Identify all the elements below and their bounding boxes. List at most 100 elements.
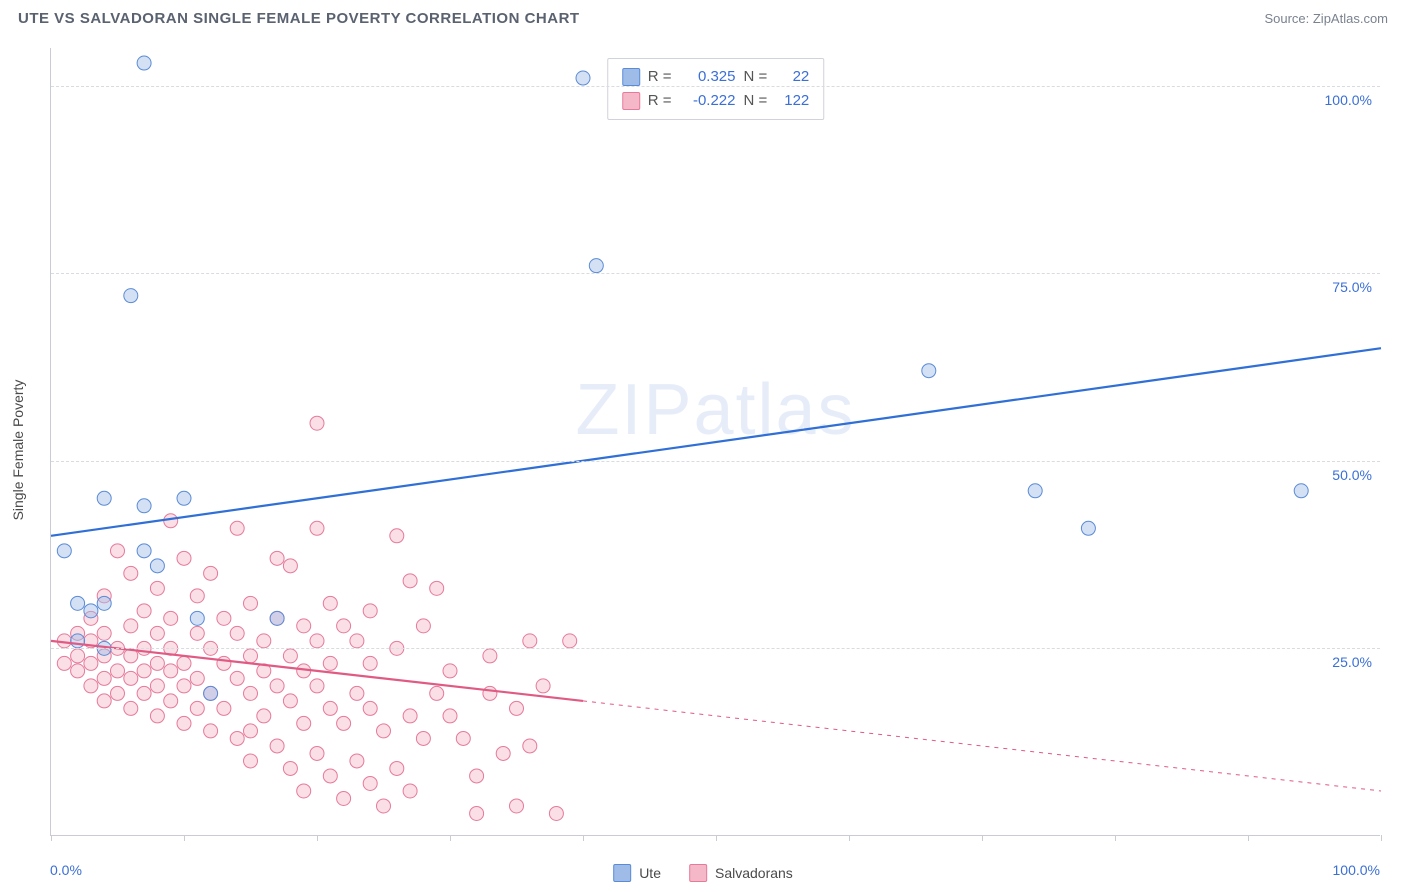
ute-legend-label: Ute bbox=[639, 865, 661, 881]
salvadorans-point bbox=[150, 656, 164, 670]
x-tick bbox=[51, 835, 52, 841]
ute-point bbox=[589, 259, 603, 273]
salvadorans-point bbox=[124, 566, 138, 580]
x-tick bbox=[450, 835, 451, 841]
salvadorans-point bbox=[403, 784, 417, 798]
salvadorans-point bbox=[310, 746, 324, 760]
x-tick bbox=[1115, 835, 1116, 841]
salvadorans-point bbox=[244, 596, 258, 610]
chart-container: Single Female Poverty ZIPatlas R =0.325N… bbox=[50, 48, 1380, 836]
salvadorans-point bbox=[164, 611, 178, 625]
salvadorans-point bbox=[97, 694, 111, 708]
y-axis-label: Single Female Poverty bbox=[10, 380, 26, 521]
salvadorans-point bbox=[403, 574, 417, 588]
salvadorans-point bbox=[124, 701, 138, 715]
ute-point bbox=[190, 611, 204, 625]
salvadorans-point bbox=[137, 686, 151, 700]
salvadorans-point bbox=[177, 679, 191, 693]
salvadorans-point bbox=[443, 709, 457, 723]
salvadorans-point bbox=[470, 769, 484, 783]
salvadorans-point bbox=[177, 551, 191, 565]
salvadorans-point bbox=[137, 604, 151, 618]
salvadorans-point bbox=[164, 514, 178, 528]
salvadorans-point bbox=[377, 799, 391, 813]
gridline bbox=[51, 648, 1380, 649]
y-tick-label: 75.0% bbox=[1332, 279, 1372, 295]
salvadorans-point bbox=[137, 664, 151, 678]
salvadorans-point bbox=[71, 649, 85, 663]
x-tick bbox=[716, 835, 717, 841]
salvadorans-point bbox=[430, 686, 444, 700]
ute-legend-swatch bbox=[613, 864, 631, 882]
salvadorans-point bbox=[337, 791, 351, 805]
legend-item-ute: Ute bbox=[613, 864, 661, 882]
salvadorans-point bbox=[443, 664, 457, 678]
salvadorans-point bbox=[510, 799, 524, 813]
salvadorans-point bbox=[71, 664, 85, 678]
salvadorans-point bbox=[190, 589, 204, 603]
salvadorans-point bbox=[323, 656, 337, 670]
x-tick bbox=[184, 835, 185, 841]
salvadorans-point bbox=[350, 634, 364, 648]
salvadorans-point bbox=[270, 551, 284, 565]
salvadorans-point bbox=[217, 611, 231, 625]
salvadorans-point bbox=[536, 679, 550, 693]
ute-point bbox=[576, 71, 590, 85]
salvadorans-point bbox=[283, 649, 297, 663]
salvadorans-legend-label: Salvadorans bbox=[715, 865, 793, 881]
ute-point bbox=[204, 686, 218, 700]
salvadorans-point bbox=[323, 769, 337, 783]
ute-swatch bbox=[622, 68, 640, 86]
salvadorans-point bbox=[430, 581, 444, 595]
salvadorans-point bbox=[310, 416, 324, 430]
salvadorans-point bbox=[563, 634, 577, 648]
salvadorans-point bbox=[283, 761, 297, 775]
ute-point bbox=[71, 596, 85, 610]
ute-point bbox=[1028, 484, 1042, 498]
salvadorans-legend-swatch bbox=[689, 864, 707, 882]
ute-point bbox=[71, 634, 85, 648]
y-tick-label: 100.0% bbox=[1325, 92, 1372, 108]
salvadorans-point bbox=[190, 626, 204, 640]
scatter-plot-svg bbox=[51, 48, 1380, 835]
salvadorans-point bbox=[470, 806, 484, 820]
salvadorans-point bbox=[84, 656, 98, 670]
salvadorans-point bbox=[230, 626, 244, 640]
salvadorans-point bbox=[283, 559, 297, 573]
salvadorans-point bbox=[111, 686, 125, 700]
ute-point bbox=[137, 499, 151, 513]
salvadorans-point bbox=[150, 709, 164, 723]
salvadorans-point bbox=[190, 671, 204, 685]
salvadorans-point bbox=[97, 626, 111, 640]
legend-stat-row-salvadorans: R =-0.222N =122 bbox=[622, 89, 810, 113]
salvadorans-point bbox=[363, 776, 377, 790]
salvadorans-swatch bbox=[622, 92, 640, 110]
salvadorans-point bbox=[390, 761, 404, 775]
plot-area: ZIPatlas R =0.325N =22R =-0.222N =122 25… bbox=[50, 48, 1380, 836]
salvadorans-point bbox=[164, 664, 178, 678]
salvadorans-point bbox=[310, 634, 324, 648]
y-tick-label: 50.0% bbox=[1332, 467, 1372, 483]
salvadorans-point bbox=[217, 701, 231, 715]
x-tick bbox=[1248, 835, 1249, 841]
x-tick bbox=[849, 835, 850, 841]
ute-point bbox=[84, 604, 98, 618]
salvadorans-point bbox=[483, 686, 497, 700]
ute-point bbox=[922, 364, 936, 378]
salvadorans-point bbox=[244, 724, 258, 738]
salvadorans-point bbox=[337, 716, 351, 730]
ute-point bbox=[1294, 484, 1308, 498]
salvadorans-point bbox=[363, 656, 377, 670]
y-tick-label: 25.0% bbox=[1332, 654, 1372, 670]
gridline bbox=[51, 273, 1380, 274]
salvadorans-point bbox=[230, 731, 244, 745]
salvadorans-point bbox=[456, 731, 470, 745]
salvadorans-point bbox=[150, 626, 164, 640]
gridline bbox=[51, 461, 1380, 462]
salvadorans-point bbox=[297, 784, 311, 798]
salvadorans-point bbox=[97, 671, 111, 685]
salvadorans-point bbox=[377, 724, 391, 738]
salvadorans-point bbox=[523, 634, 537, 648]
salvadorans-point bbox=[403, 709, 417, 723]
salvadorans-point bbox=[244, 649, 258, 663]
